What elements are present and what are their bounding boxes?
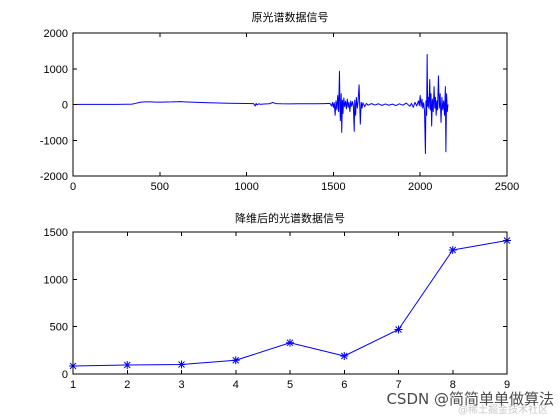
x-tick-label: 9 [504,379,510,391]
x-tick-label: 6 [341,379,347,391]
y-tick-label: -2000 [40,171,68,183]
data-point [177,360,186,369]
y-tick-label: 1000 [44,274,68,286]
y-tick-label: 500 [50,322,68,334]
y-tick-label: 1000 [44,64,68,76]
data-point [448,245,457,254]
data-point [123,361,132,370]
y-tick-label: 0 [62,100,68,112]
data-point [286,338,294,347]
data-point [340,352,349,361]
data-point [394,325,403,334]
x-tick-label: 500 [151,181,169,193]
x-tick-label: 4 [233,379,239,391]
x-tick-label: 1500 [321,181,345,193]
chart-title: 原光谱数据信号 [252,10,329,24]
watermark-text: CSDN @简简单单做算法 [386,390,554,408]
x-tick-label: 2000 [408,181,432,193]
chart-title: 降维后的光谱数据信号 [235,211,345,225]
x-tick-label: 0 [70,181,76,193]
y-tick-label: 0 [62,369,68,381]
data-point [231,356,240,365]
series-line [72,53,449,154]
x-tick-label: 1000 [234,181,258,193]
y-tick-label: 2000 [44,28,68,40]
x-tick-label: 7 [395,379,401,391]
y-tick-label: -1000 [40,135,68,147]
watermark-secondary: @稀土掘金技术社区 [458,403,548,416]
x-tick-label: 5 [287,379,293,391]
x-tick-label: 3 [178,379,184,391]
x-tick-label: 2 [124,379,130,391]
subplot-1: 原光谱数据信号 0 500 1000 1500 2000 2500 -2000 -1000 0 10… [40,10,519,193]
x-tick-label: 2500 [495,181,519,193]
subplot-2: 降维后的光谱数据信号 1 2 3 4 5 6 7 8 9 0 500 1000 1500 [44,211,511,391]
x-tick-label: 8 [450,379,456,391]
x-tick-label: 1 [70,379,76,391]
y-tick-label: 1500 [44,227,68,239]
